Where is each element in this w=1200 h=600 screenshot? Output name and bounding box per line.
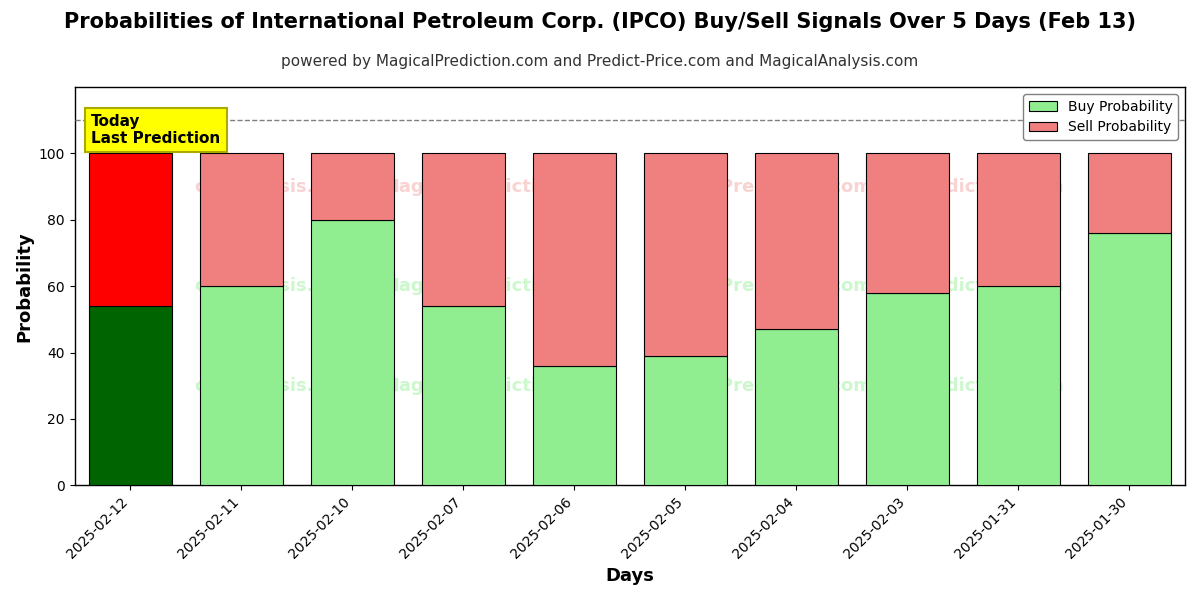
Text: MagicIPrediction.com: MagicIPrediction.com [654, 277, 872, 295]
Text: IPrediction.com: IPrediction.com [906, 277, 1064, 295]
Text: powered by MagicalPrediction.com and Predict-Price.com and MagicalAnalysis.com: powered by MagicalPrediction.com and Pre… [281, 54, 919, 69]
Bar [643, 356, 727, 485]
Bar [199, 154, 283, 286]
Text: MagicalPrediction.com: MagicalPrediction.com [382, 178, 611, 196]
Bar [1088, 154, 1171, 233]
Text: calAnalysis.com: calAnalysis.com [194, 377, 355, 395]
X-axis label: Days: Days [605, 567, 654, 585]
Bar [199, 286, 283, 485]
Text: calAnalysis.com: calAnalysis.com [194, 277, 355, 295]
Text: MagicIPrediction.com: MagicIPrediction.com [654, 178, 872, 196]
Text: Today
Last Prediction: Today Last Prediction [91, 114, 221, 146]
Bar [89, 154, 172, 306]
Bar [533, 366, 616, 485]
Bar [421, 306, 505, 485]
Bar [1088, 233, 1171, 485]
Bar [977, 286, 1060, 485]
Text: MagicIPrediction.com: MagicIPrediction.com [654, 377, 872, 395]
Bar [865, 293, 949, 485]
Legend: Buy Probability, Sell Probability: Buy Probability, Sell Probability [1024, 94, 1178, 140]
Bar [89, 306, 172, 485]
Bar [643, 154, 727, 356]
Bar [533, 154, 616, 366]
Bar [865, 154, 949, 293]
Bar [755, 329, 838, 485]
Bar [421, 154, 505, 306]
Bar [977, 154, 1060, 286]
Bar [311, 154, 394, 220]
Text: IPrediction.com: IPrediction.com [906, 178, 1064, 196]
Text: calAnalysis.com: calAnalysis.com [194, 178, 355, 196]
Text: IPrediction.com: IPrediction.com [906, 377, 1064, 395]
Bar [755, 154, 838, 329]
Y-axis label: Probability: Probability [16, 231, 34, 341]
Text: MagicalPrediction.com: MagicalPrediction.com [382, 277, 611, 295]
Text: MagicalPrediction.com: MagicalPrediction.com [382, 377, 611, 395]
Text: Probabilities of International Petroleum Corp. (IPCO) Buy/Sell Signals Over 5 Da: Probabilities of International Petroleum… [64, 12, 1136, 32]
Bar [311, 220, 394, 485]
